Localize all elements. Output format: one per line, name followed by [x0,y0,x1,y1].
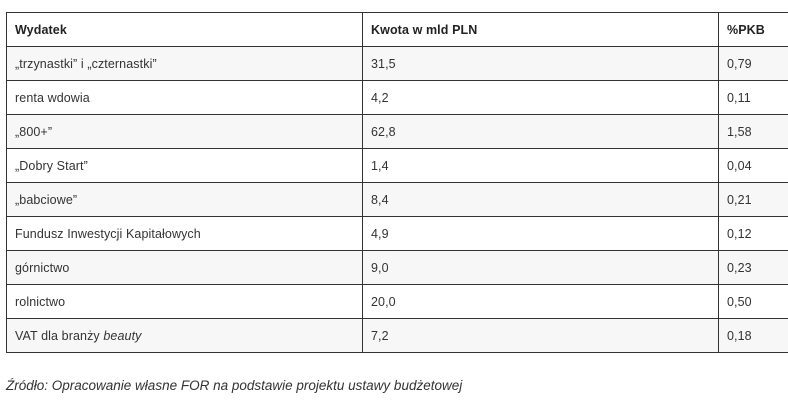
cell-expense: „Dobry Start” [6,148,363,183]
cell-expense-prefix: VAT dla branży [15,328,104,343]
cell-gdp: 1,58 [718,114,788,149]
cell-expense: rolnictwo [6,284,363,319]
cell-gdp: 0,21 [718,182,788,217]
table-row: renta wdowia 4,2 0,11 [6,80,788,115]
cell-gdp: 0,18 [718,318,788,353]
table-row: „trzynastki” i „czternastki” 31,5 0,79 [6,46,788,81]
table-header-row: Wydatek Kwota w mld PLN %PKB [6,12,788,47]
table-row: górnictwo 9,0 0,23 [6,250,788,285]
cell-expense: górnictwo [6,250,363,285]
source-caption: Źródło: Opracowanie własne FOR na podsta… [6,378,463,393]
cell-amount: 31,5 [362,46,719,81]
cell-amount: 62,8 [362,114,719,149]
expenditure-table: Wydatek Kwota w mld PLN %PKB „trzynastki… [6,12,788,353]
table-row: „babciowe” 8,4 0,21 [6,182,788,217]
cell-gdp: 0,23 [718,250,788,285]
cell-amount: 1,4 [362,148,719,183]
cell-expense: „trzynastki” i „czternastki” [6,46,363,81]
header-amount: Kwota w mld PLN [362,12,719,47]
cell-expense: Fundusz Inwestycji Kapitałowych [6,216,363,251]
cell-amount: 7,2 [362,318,719,353]
cell-amount: 20,0 [362,284,719,319]
cell-expense: VAT dla branży beauty [6,318,363,353]
cell-amount: 8,4 [362,182,719,217]
cell-expense: renta wdowia [6,80,363,115]
table-row: „Dobry Start” 1,4 0,04 [6,148,788,183]
header-expense: Wydatek [6,12,363,47]
expenditure-table-container: Wydatek Kwota w mld PLN %PKB „trzynastki… [6,12,788,353]
cell-gdp: 0,04 [718,148,788,183]
cell-gdp: 0,12 [718,216,788,251]
cell-gdp: 0,79 [718,46,788,81]
cell-gdp: 0,11 [718,80,788,115]
cell-amount: 9,0 [362,250,719,285]
header-gdp: %PKB [718,12,788,47]
table-row: rolnictwo 20,0 0,50 [6,284,788,319]
cell-gdp: 0,50 [718,284,788,319]
cell-amount: 4,9 [362,216,719,251]
cell-expense: „800+” [6,114,363,149]
table-row: „800+” 62,8 1,58 [6,114,788,149]
table-row: Fundusz Inwestycji Kapitałowych 4,9 0,12 [6,216,788,251]
table-row: VAT dla branży beauty 7,2 0,18 [6,318,788,353]
cell-amount: 4,2 [362,80,719,115]
cell-expense-italic: beauty [103,328,142,343]
cell-expense: „babciowe” [6,182,363,217]
